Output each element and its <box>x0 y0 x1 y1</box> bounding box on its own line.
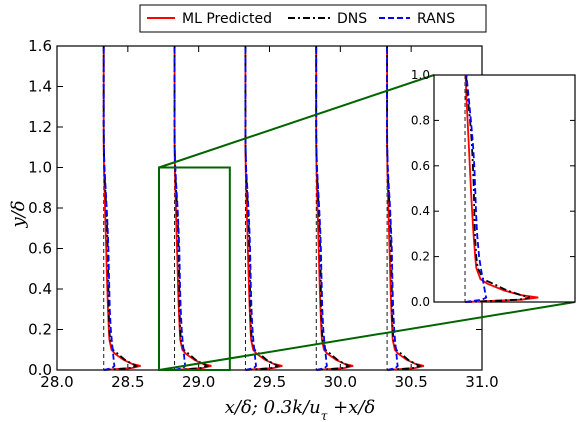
axis-labels: x/δ; 0.3k/uτ +x/δ y/δ <box>8 200 375 422</box>
zoom-region-box <box>158 166 231 371</box>
zoom-connector-line <box>158 301 576 371</box>
plot-frame <box>56 45 483 371</box>
x-tick-label: 28.0 <box>40 373 73 391</box>
inset-series-dns-profile <box>464 74 531 303</box>
y-tick-label: 0.8 <box>28 199 52 217</box>
legend-label-ml-predicted: ML Predicted <box>182 11 272 27</box>
series-rans-profile <box>386 46 399 371</box>
main-plot: 28.0 28.5 29.0 29.5 30.0 30.5 31.0 0.0 0.2 0.4 0.6… <box>28 37 499 391</box>
x-tick-label: 30.0 <box>324 373 357 391</box>
x-tick-label: 30.5 <box>394 373 427 391</box>
inset-series-rans-profile <box>464 74 488 303</box>
legend-label-dns: DNS <box>337 11 367 27</box>
y-tick-label: 1.6 <box>28 37 52 55</box>
inset-y-tick-label: 0.2 <box>411 250 430 264</box>
legend: ML Predicted DNS RANS <box>139 4 487 33</box>
y-tick-label: 1.0 <box>28 159 52 177</box>
inset-series-ml-predicted-profile <box>464 74 539 303</box>
series-rans-profile <box>173 46 187 371</box>
series-rans-profile <box>244 46 257 371</box>
series-rans-profile <box>102 46 116 371</box>
y-tick-label: 0.2 <box>28 321 52 339</box>
y-tick-label: 0.6 <box>28 240 52 258</box>
inset-y-tick-label: 0.4 <box>411 204 430 218</box>
inset-y-tick-label: 0.6 <box>411 159 430 173</box>
y-tick-label: 0.0 <box>28 361 52 379</box>
x-tick-label: 29.0 <box>182 373 215 391</box>
x-tick-label: 28.5 <box>111 373 144 391</box>
inset-y-tick-label: 0.0 <box>411 295 430 309</box>
zoom-connector-line <box>158 74 435 169</box>
x-tick-label: 31.0 <box>465 373 498 391</box>
y-tick-label: 1.2 <box>28 118 52 136</box>
inset-y-tick-label: 0.8 <box>411 113 430 127</box>
y-tick-label: 1.4 <box>28 78 52 96</box>
legend-label-rans: RANS <box>417 11 455 27</box>
zoom-connector <box>158 74 576 371</box>
y-tick-label: 0.4 <box>28 280 52 298</box>
inset-frame <box>433 74 576 303</box>
x-tick-label: 29.5 <box>253 373 286 391</box>
x-axis-label: x/δ; 0.3k/uτ +x/δ <box>225 397 376 422</box>
y-axis-label: y/δ <box>8 200 29 228</box>
inset-plot: 0.0 0.2 0.4 0.6 0.8 1.0 <box>411 68 576 309</box>
series-rans-profile <box>315 46 328 371</box>
inset-y-tick-label: 1.0 <box>411 68 430 82</box>
